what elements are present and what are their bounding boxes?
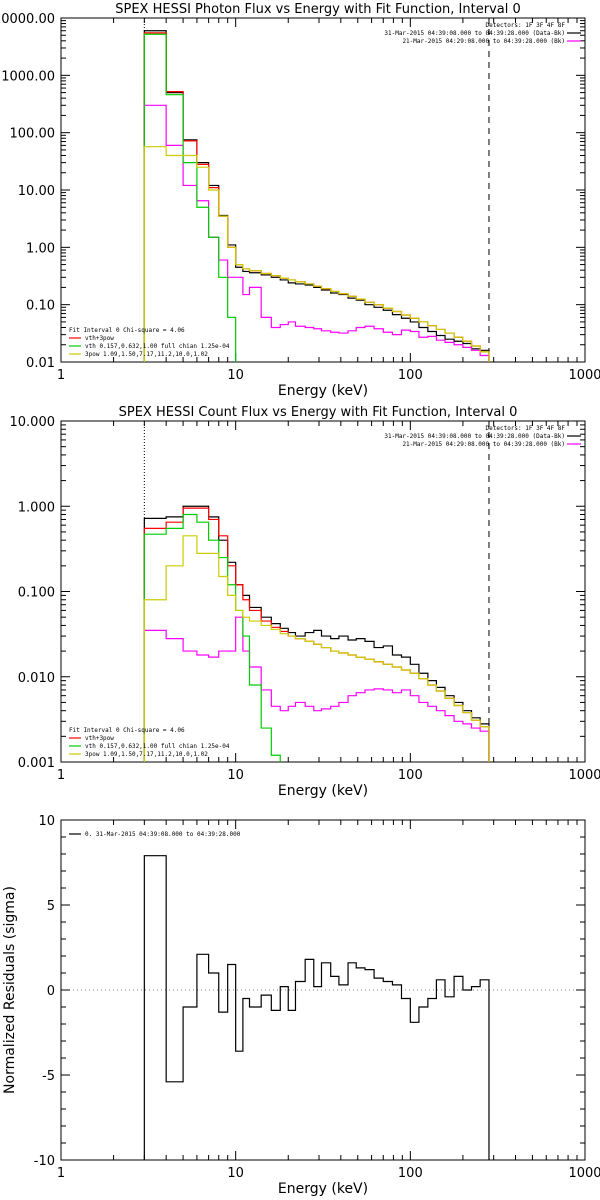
legend-right-entry: Detectors: 1F 3F 4F 8F — [486, 425, 566, 432]
y-tick-label: 1000.00 — [1, 69, 55, 84]
legend-left-entry: vth 0.157,0.632,1.00 full chian 1.25e-04 — [85, 743, 230, 750]
legend-left-entry: vth 0.157,0.632,1.00 full chian 1.25e-04 — [85, 343, 230, 350]
y-tick-label: 0 — [47, 984, 55, 999]
y-tick-label: 0.100 — [18, 586, 55, 601]
series-4-line — [143, 513, 490, 762]
x-tick-label: 100 — [398, 1166, 423, 1181]
legend-right-entry: 31-Mar-2015 04:39:08.000 to 04:39:28.000… — [384, 30, 565, 37]
series-1-line — [143, 30, 490, 362]
x-axis-label: Energy (keV) — [278, 383, 368, 399]
legend-right-entry: Detectors: 1F 3F 4F 8F — [486, 22, 566, 29]
y-tick-label: 0.01 — [26, 356, 55, 371]
legend-left-entry: Fit Interval 0 Chi-square = 4.06 — [69, 327, 185, 334]
legend-left-entry: Fit Interval 0 Chi-square = 4.06 — [69, 727, 185, 734]
x-tick-label: 100 — [398, 368, 423, 383]
plot-frame — [60, 819, 586, 1161]
legend-right-entry: 21-Mar-2015 04:29:08.000 to 04:39:28.000… — [402, 38, 565, 45]
y-tick-label: -10 — [34, 1154, 55, 1169]
legend-left-entry: 0. 31-Mar-2015 04:39:08.000 to 04:39:28.… — [85, 831, 241, 838]
x-axis-label: Energy (keV) — [278, 1181, 368, 1197]
y-tick-label: 1.00 — [26, 241, 55, 256]
y-tick-label: -5 — [42, 1069, 55, 1084]
x-tick-label: 1000 — [568, 768, 600, 783]
x-tick-label: 10 — [227, 768, 244, 783]
legend-right-entry: 31-Mar-2015 04:39:08.000 to 04:39:28.000… — [384, 433, 565, 440]
x-tick-label: 1000 — [568, 1166, 600, 1181]
x-tick-label: 10 — [227, 368, 244, 383]
series-2-line — [143, 616, 490, 762]
x-tick-label: 1 — [57, 768, 65, 783]
legend-left-entry: vth+3pow — [85, 735, 114, 742]
plot-frame — [60, 17, 586, 363]
series-1-line — [143, 855, 490, 1160]
series-5-line — [143, 146, 490, 362]
y-tick-label: 5 — [47, 899, 55, 914]
x-tick-label: 100 — [398, 768, 423, 783]
x-tick-label: 10 — [227, 1166, 244, 1181]
series-4-line — [143, 33, 490, 362]
y-tick-label: 0.001 — [18, 756, 55, 771]
series-1-line — [143, 505, 490, 762]
x-tick-label: 1 — [57, 1166, 65, 1181]
plot-title: SPEX HESSI Count Flux vs Energy with Fit… — [119, 405, 518, 420]
y-tick-label: 10 — [38, 814, 55, 829]
series-3-line — [143, 32, 490, 362]
series-5-line — [143, 535, 490, 762]
plot-title: SPEX HESSI Photon Flux vs Energy with Fi… — [115, 2, 521, 17]
y-tick-label: 10.00 — [18, 184, 55, 199]
y-axis-label: Normalized Residuals (sigma) — [2, 886, 18, 1094]
legend-right-entry: 21-Mar-2015 04:29:08.000 to 04:39:28.000… — [402, 441, 565, 448]
y-tick-label: 10.000 — [10, 415, 56, 430]
x-axis-label: Energy (keV) — [278, 783, 368, 799]
y-tick-label: 100.00 — [10, 127, 56, 142]
plot-frame — [60, 420, 586, 763]
chart-panel-3: 1 10 100 1000 10 5 0 -5 -10 Energy (keV) Normalize… — [2, 814, 600, 1197]
legend-left-entry: 3pow 1.09,1.50,7.17,11.2,10.0,1.02 — [85, 351, 208, 358]
chart-panel-2: 1 10 100 1000 10.000 1.000 0.100 0.010 0.001 SPEX… — [10, 405, 600, 799]
x-tick-label: 1000 — [568, 368, 600, 383]
legend-left-entry: 3pow 1.09,1.50,7.17,11.2,10.0,1.02 — [85, 751, 208, 758]
legend-left-entry: vth+3pow — [85, 335, 114, 342]
y-tick-label: 0.010 — [18, 671, 55, 686]
y-tick-label: 0.10 — [26, 299, 55, 314]
series-3-line — [143, 507, 490, 762]
x-tick-label: 1 — [57, 368, 65, 383]
y-tick-label: 1.000 — [18, 500, 55, 515]
series-2-line — [143, 104, 490, 362]
